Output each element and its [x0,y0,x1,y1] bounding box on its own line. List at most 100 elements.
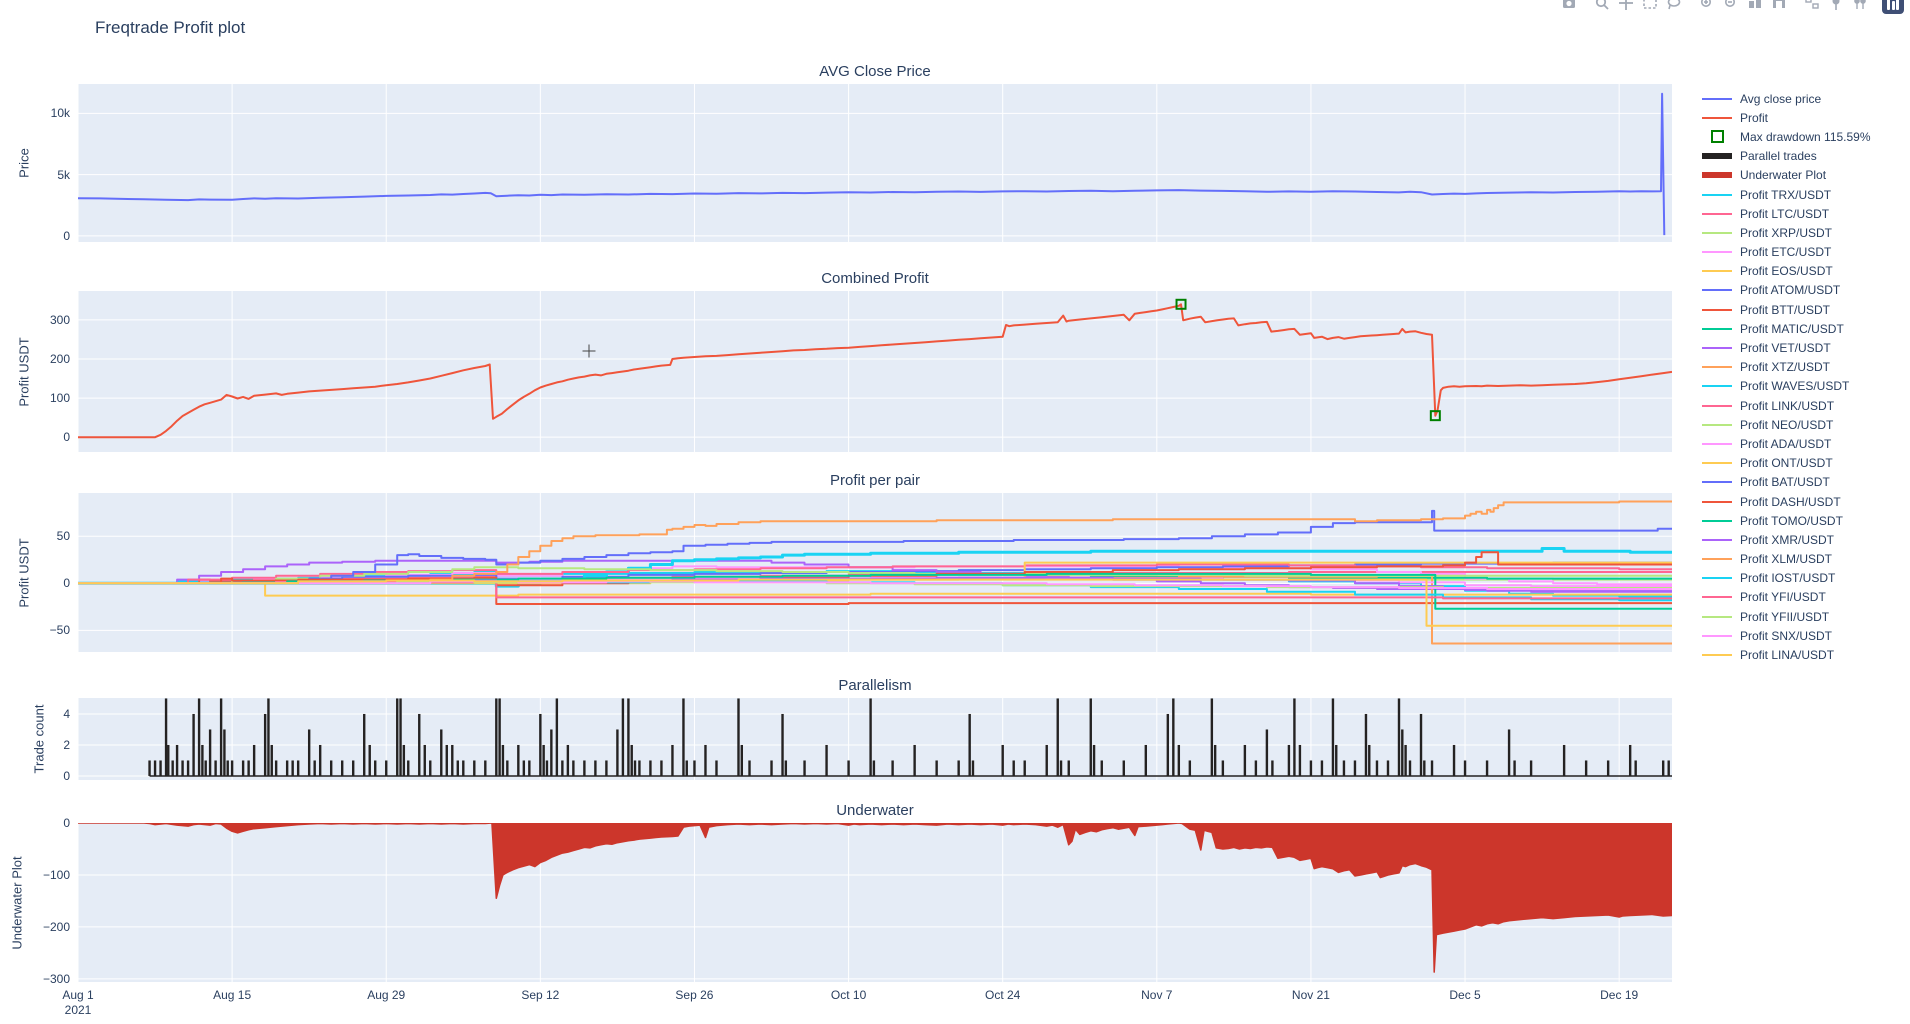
legend-item-profit-matic-usdt[interactable]: Profit MATIC/USDT [1702,319,1871,338]
legend-swatch-square-open-icon [1702,130,1732,144]
series-parallel-trades-bar [402,744,406,776]
legend-item-profit-xtz-usdt[interactable]: Profit XTZ/USDT [1702,358,1871,377]
legend-item-profit-lina-usdt[interactable]: Profit LINA/USDT [1702,645,1871,664]
series-parallel-trades-bar [1144,744,1148,776]
series-parallel-trades-bar [649,760,652,776]
line-swatch-icon [1702,231,1732,234]
legend-label: Profit DASH/USDT [1740,494,1841,509]
reset-axes-icon[interactable] [1770,0,1787,12]
legend-item-profit-ada-usdt[interactable]: Profit ADA/USDT [1702,434,1871,453]
hover-closest-icon[interactable] [1827,0,1844,12]
line-swatch-icon [1702,442,1732,445]
legend-item-profit-snx-usdt[interactable]: Profit SNX/USDT [1702,626,1871,645]
legend-item-profit[interactable]: Profit [1702,108,1871,127]
series-underwater-plot [78,823,1672,973]
parallelism-ytick-1: 2 [63,737,70,752]
series-parallel-trades-bar [594,760,597,776]
toggle-spikelines-icon[interactable] [1803,0,1820,12]
box-select-icon[interactable] [1641,0,1658,12]
series-parallel-trades-bar [226,760,229,776]
parallelism-ytick-2: 4 [63,706,70,721]
plotly-logo[interactable] [1882,0,1904,14]
series-parallel-trades-bar [1243,744,1247,776]
series-parallel-trades-bar [1166,713,1170,776]
legend-item-profit-iost-usdt[interactable]: Profit IOST/USDT [1702,569,1871,588]
max-drawdown-marker [1175,298,1187,310]
series-parallel-trades-bar [418,713,421,776]
legend-label: Profit YFI/USDT [1740,590,1826,605]
series-profit-lina-usdt [78,578,1672,627]
hover-compare-icon[interactable] [1851,0,1868,12]
combined-profit-ytick-1: 100 [49,391,70,406]
series-parallel-trades-bar [252,744,256,776]
legend-item-profit-bat-usdt[interactable]: Profit BAT/USDT [1702,473,1871,492]
zoom-out-icon[interactable] [1722,0,1739,12]
autoscale-icon[interactable] [1746,0,1763,12]
legend-item-profit-vet-usdt[interactable]: Profit VET/USDT [1702,338,1871,357]
legend-item-profit-dash-usdt[interactable]: Profit DASH/USDT [1702,492,1871,511]
series-parallel-trades-bar [296,760,300,776]
x-axis-tick-4: Sep 26 [675,988,714,1002]
legend-item-avg-close-price[interactable]: Avg close price [1702,89,1871,108]
series-parallel-trades-bar [770,760,773,776]
series-parallel-trades-bar [572,760,575,776]
legend-swatch-line-icon [1702,251,1732,254]
series-parallel-trades-bar [167,744,170,776]
profit-per-pair-plot-area[interactable] [78,493,1672,652]
legend-label: Profit NEO/USDT [1740,417,1834,432]
line-swatch-icon [1702,538,1732,541]
series-parallel-trades-bar [208,729,212,776]
legend-swatch-line-icon [1702,347,1732,350]
legend-item-profit-ltc-usdt[interactable]: Profit LTC/USDT [1702,204,1871,223]
legend-item-profit-etc-usdt[interactable]: Profit ETC/USDT [1702,243,1871,262]
parallelism-plot-area[interactable] [78,698,1672,780]
legend-item-profit-yfi-usdt[interactable]: Profit YFI/USDT [1702,588,1871,607]
legend-swatch-line-icon [1702,423,1732,426]
legend-label: Profit WAVES/USDT [1740,379,1850,394]
legend-item-profit-ont-usdt[interactable]: Profit ONT/USDT [1702,454,1871,473]
series-parallel-trades-bar [219,698,223,776]
legend-item-profit-xrp-usdt[interactable]: Profit XRP/USDT [1702,223,1871,242]
series-parallel-trades-bar [1628,744,1632,776]
lasso-select-icon[interactable] [1665,0,1682,12]
legend-swatch-line-icon [1702,212,1732,215]
line-swatch-icon [1702,270,1732,273]
legend-swatch-line-icon [1702,385,1732,388]
legend-item-profit-atom-usdt[interactable]: Profit ATOM/USDT [1702,281,1871,300]
legend-item-profit-neo-usdt[interactable]: Profit NEO/USDT [1702,415,1871,434]
series-parallel-trades-bar [550,729,553,776]
legend-item-max-drawdown-115-59[interactable]: Max drawdown 115.59% [1702,127,1871,146]
avg-close-price-plot-area[interactable] [78,84,1672,242]
legend-item-profit-xlm-usdt[interactable]: Profit XLM/USDT [1702,550,1871,569]
underwater-plot-area[interactable] [78,823,1672,982]
legend-item-profit-tomo-usdt[interactable]: Profit TOMO/USDT [1702,511,1871,530]
legend-item-underwater-plot[interactable]: Underwater Plot [1702,166,1871,185]
legend-item-profit-eos-usdt[interactable]: Profit EOS/USDT [1702,262,1871,281]
legend-item-profit-waves-usdt[interactable]: Profit WAVES/USDT [1702,377,1871,396]
legend-item-profit-btt-usdt[interactable]: Profit BTT/USDT [1702,300,1871,319]
pan-icon[interactable] [1617,0,1634,12]
legend-item-profit-trx-usdt[interactable]: Profit TRX/USDT [1702,185,1871,204]
zoom-in-icon[interactable] [1698,0,1715,12]
series-parallel-trades-bar [423,744,426,776]
series-parallel-trades-bar [1408,760,1412,776]
combined-profit-plot-area[interactable] [78,291,1672,452]
series-parallel-trades-bar [223,729,226,776]
series-parallel-trades-bar [1463,760,1467,776]
series-profit [78,303,1672,439]
download-plot-icon[interactable] [1560,0,1577,12]
series-parallel-trades-bar [1419,713,1423,776]
series-parallel-trades-bar [1331,698,1335,776]
legend-item-profit-link-usdt[interactable]: Profit LINK/USDT [1702,396,1871,415]
legend-item-profit-xmr-usdt[interactable]: Profit XMR/USDT [1702,530,1871,549]
legend-label: Profit BTT/USDT [1740,302,1831,317]
series-parallel-trades-bar [385,760,388,776]
zoom-icon[interactable] [1593,0,1610,12]
legend-item-parallel-trades[interactable]: Parallel trades [1702,147,1871,166]
profit-per-pair-ytick-0: −50 [49,623,70,638]
legend-item-profit-yfii-usdt[interactable]: Profit YFII/USDT [1702,607,1871,626]
legend-swatch-line-icon [1702,596,1732,599]
legend-label: Profit XTZ/USDT [1740,360,1831,375]
underwater-title: Underwater [836,802,914,819]
